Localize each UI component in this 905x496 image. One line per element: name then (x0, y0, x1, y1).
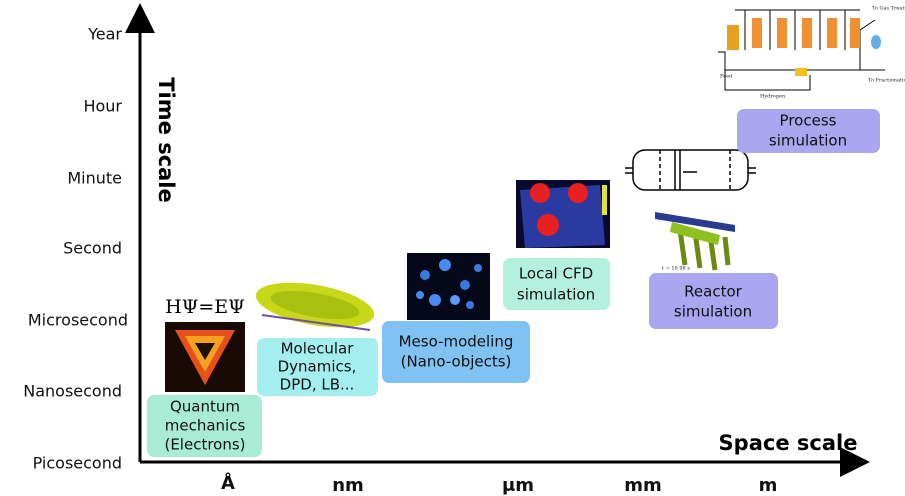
meso-image (407, 253, 490, 320)
time-axis-title: Time scale (154, 77, 178, 203)
box-line: Local CFD (519, 265, 593, 283)
reactor-image: t = 10.98 s (655, 212, 735, 272)
process-label: To Gas Treatment (872, 6, 905, 12)
molecular-image (255, 282, 375, 331)
box-line: simulation (674, 303, 752, 321)
process-label: Feed (720, 74, 733, 80)
cfd-box (503, 258, 610, 310)
box-line: Quantum (170, 398, 240, 416)
molecular-box (257, 338, 378, 396)
time-label: Nanosecond (23, 382, 122, 401)
equation: HΨ=EΨ (165, 296, 245, 318)
process-box (737, 109, 880, 153)
space-label: mm (624, 475, 662, 496)
time-label: Hour (83, 97, 122, 116)
reactor-schematic (625, 149, 756, 191)
box-line: Meso-modeling (399, 333, 514, 351)
box-line: Dynamics, (278, 358, 357, 376)
space-label: Å (221, 471, 235, 494)
quantum-image (165, 322, 245, 392)
reactor-box (649, 273, 778, 329)
cfd-image (516, 180, 610, 248)
process-label: Hydrogen (760, 94, 786, 100)
space-label: m (759, 475, 778, 496)
box-line: DPD, LB... (280, 376, 355, 394)
box-line: mechanics (165, 417, 246, 435)
box-line: Molecular (281, 340, 355, 358)
time-label: Year (87, 25, 122, 44)
reactor-time: t = 10.98 s (662, 266, 690, 272)
space-label: μm (502, 475, 534, 496)
box-line: Process (780, 112, 837, 130)
box-line: simulation (769, 132, 847, 150)
space-label: nm (332, 475, 364, 496)
space-axis-title: Space scale (719, 431, 858, 455)
quantum-box (147, 395, 262, 457)
meso-box (382, 321, 530, 383)
time-label: Microsecond (28, 311, 128, 330)
box-line: Reactor (684, 283, 742, 301)
process-label: To Fractionation Section (868, 78, 905, 84)
box-line: simulation (517, 286, 595, 304)
time-label: Picosecond (33, 454, 122, 473)
process-diagram: Feed Hydrogen To Gas Treatment To Fracti… (718, 6, 905, 100)
time-label: Second (63, 239, 122, 258)
time-label: Minute (67, 169, 122, 188)
box-line: (Nano-objects) (401, 353, 512, 371)
box-line: (Electrons) (164, 436, 245, 454)
